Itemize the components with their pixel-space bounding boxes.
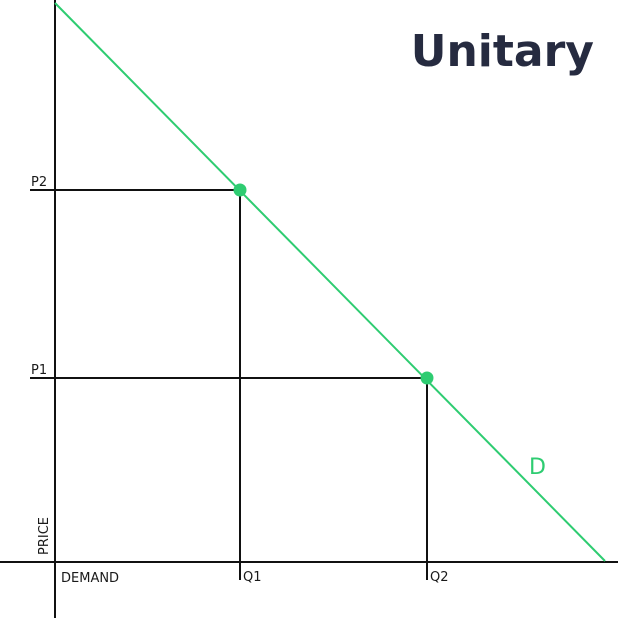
p1-label: P1 bbox=[31, 363, 47, 378]
p2-label: P2 bbox=[31, 175, 47, 190]
x-axis-label: DEMAND bbox=[61, 571, 119, 586]
demand-curve bbox=[54, 2, 606, 562]
point-p1-q2 bbox=[420, 371, 434, 385]
demand-curve-label: D bbox=[529, 455, 546, 480]
point-p2-q1 bbox=[233, 183, 247, 197]
diagram-title: Unitary bbox=[411, 26, 594, 77]
q2-label: Q2 bbox=[430, 570, 449, 585]
q1-label: Q1 bbox=[243, 570, 262, 585]
y-axis-label: PRICE bbox=[37, 517, 52, 555]
